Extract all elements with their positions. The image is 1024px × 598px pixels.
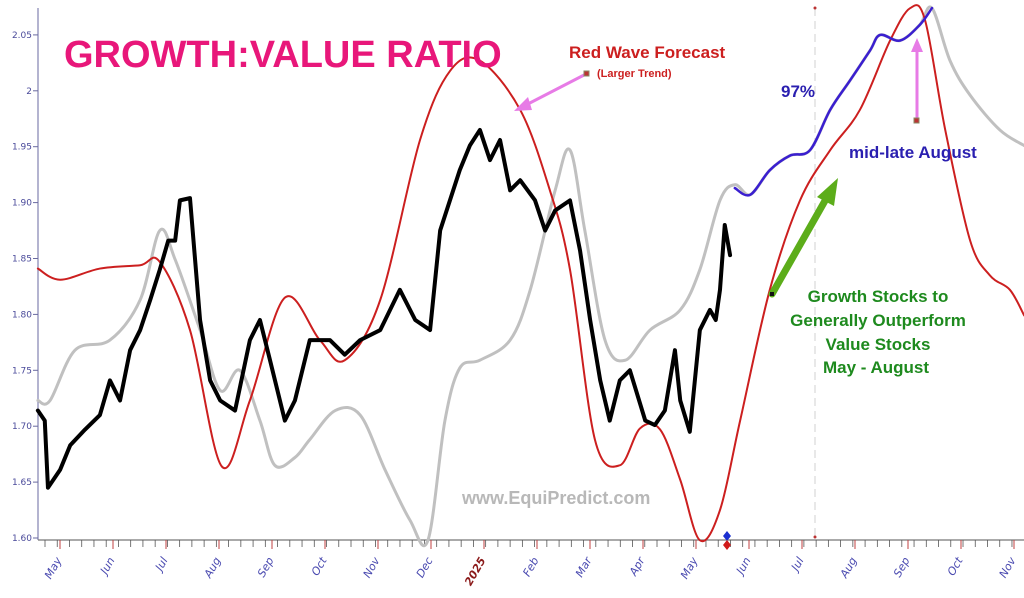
y-tick-label: 1.80 (12, 310, 32, 320)
series-line-growth-value-ratio (35, 127, 733, 490)
y-tick-label: 1.65 (12, 478, 32, 488)
x-tick-label: Aug (201, 555, 224, 581)
x-tick-label: Sep (891, 555, 913, 579)
chart-title: GROWTH:VALUE RATIO (64, 34, 502, 76)
x-tick-label: Nov (997, 555, 1019, 581)
current-date-blue-diamond (723, 531, 731, 541)
axes (37, 8, 1024, 541)
x-tick-label: Mar (573, 554, 595, 580)
x-ticks: May Jun Jul Aug Sep Oct Nov Dec 2025 Feb Mar Apr May… (42, 540, 1019, 588)
x-tick-label: Oct (945, 554, 966, 578)
y-tick-label: 2 (26, 87, 32, 97)
x-tick-label: Aug (837, 555, 860, 581)
current-date-red-diamond (723, 540, 731, 550)
marker-dot (813, 535, 817, 539)
growth-text-line-4: May - August (823, 358, 929, 377)
pink-arrow-peak (911, 38, 923, 124)
x-tick-label: Feb (520, 555, 541, 579)
x-tick-label: May (42, 555, 65, 582)
larger-trend-label: (Larger Trend) (597, 68, 672, 80)
series-line-gray-forecast (36, 5, 1024, 548)
y-tick-label: 1.85 (12, 255, 32, 265)
growth-text-line-1: Growth Stocks to (808, 287, 949, 306)
y-tick-label: 2.05 (12, 31, 32, 41)
growth-text-line-2: Generally Outperform (790, 311, 966, 330)
x-tick-label: Oct (309, 554, 330, 578)
y-tick-label: 1.75 (12, 366, 32, 376)
watermark: www.EquiPredict.com (461, 488, 650, 508)
pink-arrow-red-wave (514, 70, 590, 111)
x-tick-label: Jun (733, 555, 754, 578)
x-tick-label: May (678, 555, 701, 582)
x-tick-label: 2025 (462, 555, 489, 588)
x-tick-label: Nov (361, 555, 383, 581)
y-tick-label: 1.90 (12, 199, 32, 209)
y-tick-label: 1.95 (12, 143, 32, 153)
x-tick-label: Jul (788, 555, 807, 575)
series-layer (35, 4, 1024, 548)
red-wave-forecast-label: Red Wave Forecast (569, 43, 726, 62)
y-tick-label: 1.60 (12, 534, 32, 544)
mid-late-august-label: mid-late August (849, 143, 977, 162)
marker-dot (813, 6, 817, 10)
x-tick-label: Jun (97, 555, 118, 578)
series-line-red-wave-forecast (36, 4, 1024, 543)
series-line-blue-forecast (733, 6, 934, 197)
x-tick-label: Sep (255, 555, 277, 579)
x-tick-label: Dec (414, 555, 436, 580)
y-tick-label: 1.70 (12, 422, 32, 432)
x-tick-label: Apr (626, 554, 648, 579)
green-arrow (768, 178, 838, 298)
y-ticks: 1.60 1.65 1.70 1.75 1.80 1.85 1.90 1.95 2 2.05 (12, 31, 38, 544)
x-tick-label: Jul (152, 555, 171, 575)
growth-text-line-3: Value Stocks (826, 335, 931, 354)
percent-label: 97% (781, 82, 815, 101)
